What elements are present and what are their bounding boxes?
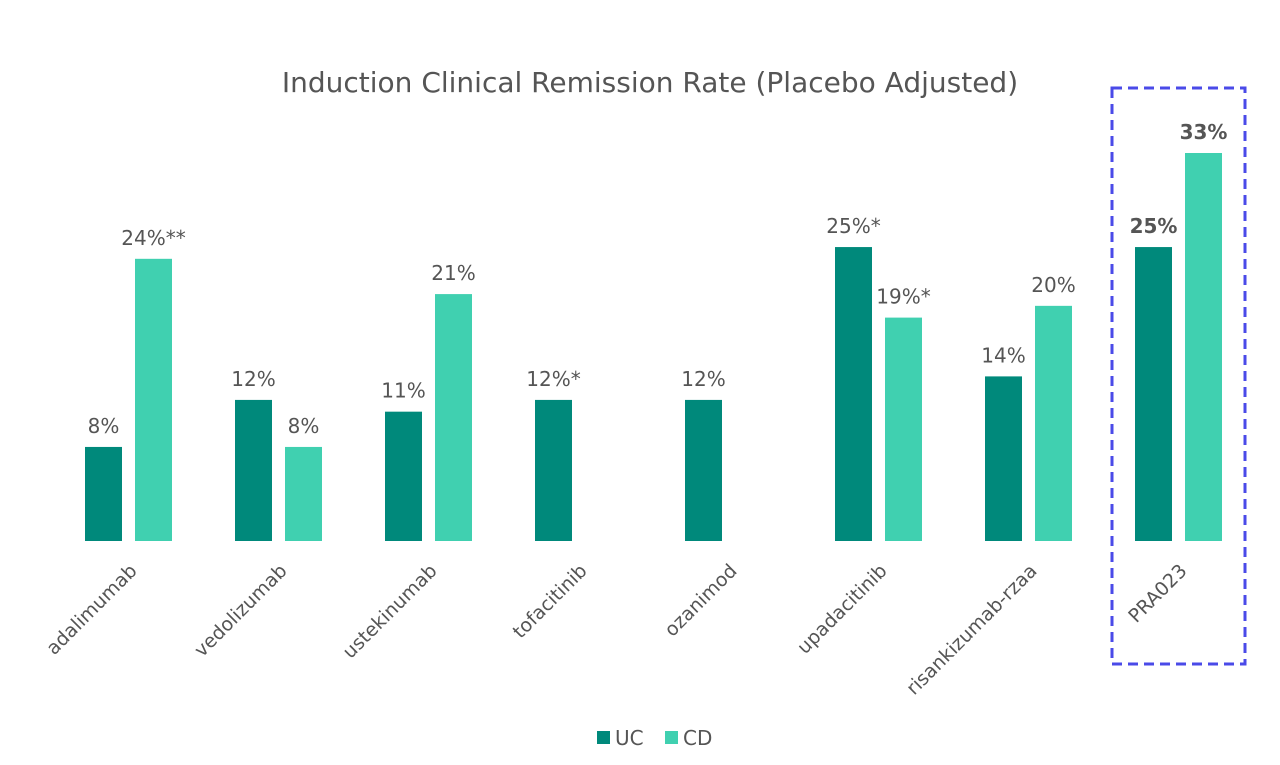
legend-label: UC bbox=[615, 726, 644, 750]
x-tick-label: upadacitinib bbox=[793, 560, 891, 658]
value-label: 8% bbox=[88, 414, 120, 438]
value-label: 11% bbox=[381, 379, 425, 403]
bar bbox=[535, 399, 572, 541]
legend-swatch bbox=[597, 731, 610, 744]
x-tick-label: risankizumab-rzaa bbox=[902, 560, 1041, 699]
legend-swatch bbox=[665, 731, 678, 744]
x-tick-label: adalimumab bbox=[42, 560, 141, 659]
value-label: 21% bbox=[431, 261, 475, 285]
value-label: 33% bbox=[1180, 120, 1228, 144]
value-label: 8% bbox=[288, 414, 320, 438]
x-tick-label: PRA023 bbox=[1124, 560, 1191, 627]
bar bbox=[1185, 153, 1222, 541]
bar bbox=[85, 446, 122, 541]
x-tick-label: tofacitinib bbox=[509, 560, 592, 643]
chart-title: Induction Clinical Remission Rate (Place… bbox=[282, 66, 1018, 99]
bar bbox=[235, 399, 272, 541]
highlight-box bbox=[1110, 86, 1247, 666]
bar bbox=[885, 317, 922, 541]
value-label: 14% bbox=[981, 343, 1025, 367]
bar bbox=[685, 399, 722, 541]
value-label: 25%* bbox=[826, 214, 880, 238]
bar bbox=[985, 376, 1022, 541]
bar bbox=[435, 294, 472, 541]
value-label: 12% bbox=[681, 367, 725, 391]
bar bbox=[135, 258, 172, 541]
value-label: 12%* bbox=[526, 367, 580, 391]
x-tick-label: vedolizumab bbox=[190, 560, 291, 661]
value-label: 25% bbox=[1130, 214, 1178, 238]
bar bbox=[385, 411, 422, 541]
value-label: 24%** bbox=[121, 226, 185, 250]
value-label: 12% bbox=[231, 367, 275, 391]
value-label: 20% bbox=[1031, 273, 1075, 297]
bar bbox=[835, 247, 872, 541]
x-tick-label: ozanimod bbox=[660, 560, 741, 641]
bar bbox=[285, 446, 322, 541]
x-tick-label: ustekinumab bbox=[339, 560, 442, 663]
legend-label: CD bbox=[683, 726, 712, 750]
value-label: 19%* bbox=[876, 285, 930, 309]
bar bbox=[1035, 305, 1072, 541]
bar bbox=[1135, 247, 1172, 541]
